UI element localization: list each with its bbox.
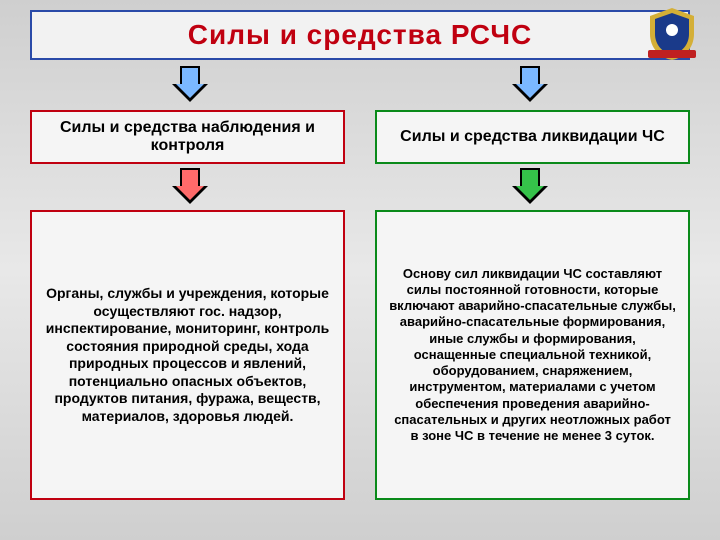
sub-box-left: Силы и средства наблюдения и контроля — [30, 110, 345, 164]
emblem-icon — [644, 6, 700, 62]
title-box: Силы и средства РСЧС — [30, 10, 690, 60]
desc-box-left: Органы, службы и учреждения, которые осу… — [30, 210, 345, 500]
arrow-mid-right — [510, 168, 550, 208]
desc-right-text: Основу сил ликвидации ЧС составляют силы… — [389, 266, 676, 445]
arrow-mid-left — [170, 168, 210, 208]
arrow-top-left — [170, 66, 210, 106]
emblem-ribbon — [648, 50, 696, 58]
sub-right-text: Силы и средства ликвидации ЧС — [400, 128, 665, 146]
sub-left-text: Силы и средства наблюдения и контроля — [38, 119, 337, 155]
slide-canvas: Силы и средства РСЧС Силы и средства наб… — [0, 0, 720, 540]
desc-box-right: Основу сил ликвидации ЧС составляют силы… — [375, 210, 690, 500]
arrow-top-right — [510, 66, 550, 106]
title-text: Силы и средства РСЧС — [188, 19, 532, 51]
desc-left-text: Органы, службы и учреждения, которые осу… — [44, 285, 331, 425]
emblem-center — [666, 24, 678, 36]
sub-box-right: Силы и средства ликвидации ЧС — [375, 110, 690, 164]
